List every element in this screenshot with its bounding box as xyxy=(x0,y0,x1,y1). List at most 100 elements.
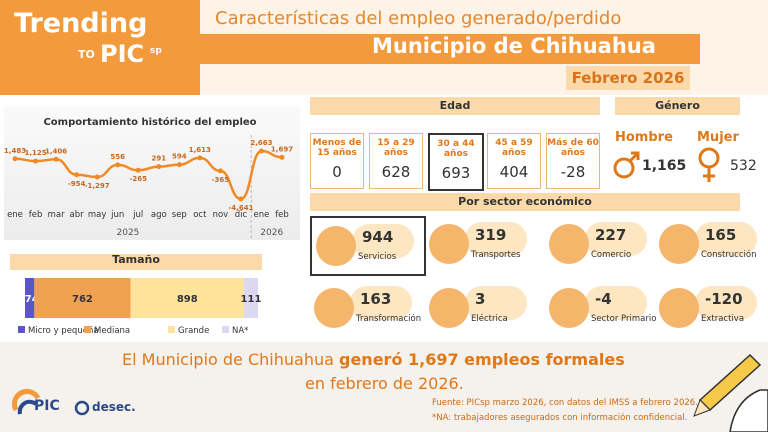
brand: sp xyxy=(150,46,162,56)
sector-value: -4 xyxy=(595,290,612,308)
sector-label: Construcción xyxy=(701,250,757,260)
data-label: -4,641 xyxy=(228,204,253,212)
data-label: 111 xyxy=(241,294,262,305)
x-tick-label: ago xyxy=(151,210,167,220)
sector-item: -120 Extractiva xyxy=(655,280,767,336)
sector-pill xyxy=(350,286,412,320)
title: Características del empleo generado/perd… xyxy=(215,8,622,29)
sector-item: 944 Servicios xyxy=(310,216,426,276)
sector-label: Sector Primario xyxy=(591,314,657,324)
brand-bg xyxy=(0,0,200,95)
data-label: 594 xyxy=(172,153,187,161)
sector-value: 3 xyxy=(475,290,486,308)
logo-pic: PIC xyxy=(34,398,60,414)
point xyxy=(176,162,182,168)
chart-title: Comportamiento histórico del empleo xyxy=(43,116,256,128)
sector-item: -4 Sector Primario xyxy=(545,280,657,336)
legend-label: Mediana xyxy=(94,326,130,336)
data-label: 1,613 xyxy=(189,146,211,154)
data-label: 1,483 xyxy=(4,147,26,155)
sector-value: 227 xyxy=(595,226,627,244)
age-label: Más de 60 años xyxy=(547,138,599,158)
legend-label: NA* xyxy=(232,326,248,336)
sector-pill xyxy=(352,224,414,258)
edad-header: Edad xyxy=(310,97,600,115)
brand: PIC xyxy=(100,40,145,68)
sector-item: 227 Comercio xyxy=(545,216,657,272)
x-group-label: 2026 xyxy=(260,228,283,238)
x-tick-label: ene xyxy=(7,210,23,220)
data-label: 556 xyxy=(110,153,125,161)
male-label: Hombre xyxy=(615,130,673,145)
female-value: 532 xyxy=(730,158,757,174)
chart-title: Tamaño xyxy=(112,253,160,266)
age-label: 15 a 29 años xyxy=(377,138,415,158)
subtitle: Municipio de Chihuahua xyxy=(372,34,656,58)
age-label: 30 a 44 años xyxy=(437,139,475,159)
point xyxy=(156,164,162,170)
sector-icon xyxy=(659,224,699,264)
genero-header: Género xyxy=(615,97,740,115)
female-label: Mujer xyxy=(697,130,739,145)
data-label: -74 xyxy=(21,294,39,305)
point xyxy=(279,154,285,160)
x-tick-label: feb xyxy=(29,210,43,220)
line-chart: Comportamiento histórico del empleo 2025… xyxy=(4,116,293,240)
x-tick-label: sep xyxy=(172,210,187,220)
age-box: Menos de 15 años 0 xyxy=(310,133,364,189)
bar-segment xyxy=(25,278,35,318)
sector-label: Extractiva xyxy=(701,314,745,324)
sector-value: 944 xyxy=(362,228,394,246)
female-icon xyxy=(698,147,720,182)
sector-value: 165 xyxy=(705,226,737,244)
data-label: 2,663 xyxy=(250,139,272,147)
legend-label: Micro y pequeña xyxy=(28,326,99,336)
sector-item: 319 Transportes xyxy=(425,216,537,272)
sector-item: 3 Eléctrica xyxy=(425,280,537,336)
point xyxy=(217,168,223,174)
sector-label: Transformación xyxy=(356,314,422,324)
data-label: 1,125 xyxy=(24,149,46,157)
age-label: 45 a 59 años xyxy=(495,138,533,158)
point xyxy=(53,156,59,162)
x-tick-label: nov xyxy=(213,210,229,220)
brand: TO xyxy=(78,48,95,61)
sector-icon xyxy=(429,224,469,264)
subtitle-band xyxy=(200,34,700,64)
source: Fuente: PICsp marzo 2026, con datos del … xyxy=(432,398,698,408)
data-label: -1,297 xyxy=(85,182,110,190)
summary-end: en febrero de 2026. xyxy=(305,374,464,393)
brand: Trending xyxy=(14,8,148,39)
pic-icon xyxy=(12,388,41,415)
legend-swatch xyxy=(222,326,229,333)
sector-icon xyxy=(314,288,354,328)
age-box: 45 a 59 años 404 xyxy=(487,133,541,189)
legend-label: Grande xyxy=(178,326,209,336)
x-tick-label: oct xyxy=(193,210,207,220)
desec-icon xyxy=(74,400,90,416)
x-tick-label: ene xyxy=(254,210,270,220)
period: Febrero 2026 xyxy=(566,66,690,90)
x-tick-label: mar xyxy=(48,210,65,220)
age-box: 30 a 44 años 693 xyxy=(428,133,484,191)
data-label: 1,406 xyxy=(45,147,67,155)
legend-swatch xyxy=(84,326,91,333)
summary-start: El Municipio de Chihuahua xyxy=(122,350,339,369)
data-label: 291 xyxy=(151,155,166,163)
sector-pill xyxy=(585,286,647,320)
point xyxy=(94,174,100,180)
sector-item: 165 Construcción xyxy=(655,216,767,272)
size-header-bg xyxy=(10,254,262,270)
point xyxy=(74,172,80,178)
point xyxy=(197,155,203,161)
data-label: 762 xyxy=(72,294,93,305)
sector-value: 163 xyxy=(360,290,392,308)
data-label: 898 xyxy=(177,294,198,305)
sector-label: Eléctrica xyxy=(471,314,508,324)
sector-icon xyxy=(549,288,589,328)
note: *NA: trabajadores asegurados con informa… xyxy=(432,413,688,423)
age-value: 0 xyxy=(332,163,342,181)
bar-segment xyxy=(130,278,244,318)
sector-header: Por sector económico xyxy=(310,193,740,211)
